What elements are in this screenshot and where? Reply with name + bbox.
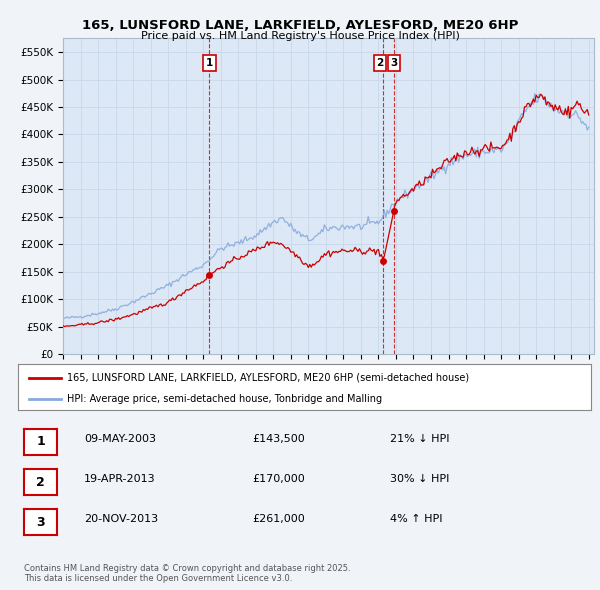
Text: 165, LUNSFORD LANE, LARKFIELD, AYLESFORD, ME20 6HP (semi-detached house): 165, LUNSFORD LANE, LARKFIELD, AYLESFORD… [67, 373, 469, 383]
Text: 1: 1 [206, 58, 213, 68]
Text: 2: 2 [36, 476, 45, 489]
Text: 20-NOV-2013: 20-NOV-2013 [84, 514, 158, 524]
Text: 3: 3 [390, 58, 397, 68]
Text: 4% ↑ HPI: 4% ↑ HPI [390, 514, 443, 524]
Text: Contains HM Land Registry data © Crown copyright and database right 2025.
This d: Contains HM Land Registry data © Crown c… [24, 563, 350, 583]
Text: Price paid vs. HM Land Registry's House Price Index (HPI): Price paid vs. HM Land Registry's House … [140, 31, 460, 41]
Text: 3: 3 [36, 516, 45, 529]
Text: 1: 1 [36, 435, 45, 448]
Text: 19-APR-2013: 19-APR-2013 [84, 474, 155, 484]
Text: £143,500: £143,500 [252, 434, 305, 444]
Text: 30% ↓ HPI: 30% ↓ HPI [390, 474, 449, 484]
Text: HPI: Average price, semi-detached house, Tonbridge and Malling: HPI: Average price, semi-detached house,… [67, 394, 382, 404]
Text: 2: 2 [377, 58, 384, 68]
Text: 165, LUNSFORD LANE, LARKFIELD, AYLESFORD, ME20 6HP: 165, LUNSFORD LANE, LARKFIELD, AYLESFORD… [82, 19, 518, 32]
Text: 21% ↓ HPI: 21% ↓ HPI [390, 434, 449, 444]
Text: £170,000: £170,000 [252, 474, 305, 484]
Text: £261,000: £261,000 [252, 514, 305, 524]
Text: 09-MAY-2003: 09-MAY-2003 [84, 434, 156, 444]
